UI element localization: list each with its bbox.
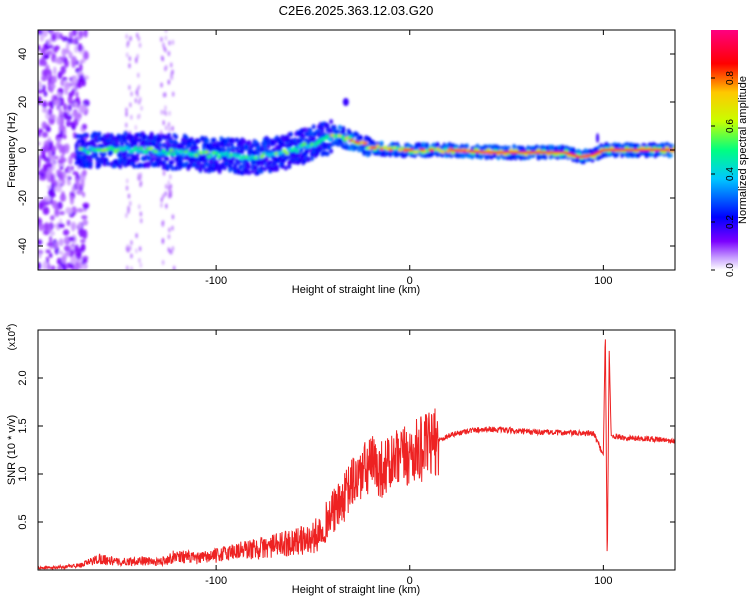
- snr-y-ticks: 0.5 1.0 1.5 2.0: [17, 370, 675, 530]
- snr-y-tick-label: 1.0: [17, 466, 29, 481]
- spectrogram-y-ticks: -40 -20 0 20 40: [17, 48, 675, 254]
- snr-x-tick-label: 100: [594, 575, 612, 587]
- colorbar-tick-label: 0.4: [725, 167, 736, 181]
- colorbar-gradient: [711, 30, 738, 270]
- snr-panel: -100 0 100 0.5 1.0 1.5 2.0 Height of straight…: [6, 324, 676, 596]
- spectrogram-y-tick-label: 40: [17, 48, 29, 60]
- snr-x-tick-label: -100: [205, 575, 227, 587]
- spectrogram-x-tick-label: 100: [594, 275, 612, 287]
- colorbar-tick-label: 0.6: [725, 119, 736, 133]
- snr-series-line: [38, 339, 675, 570]
- spectrogram-x-tick-label: -100: [205, 275, 227, 287]
- scale-base: (x10: [7, 330, 18, 350]
- spectrogram-x-axis-label: Height of straight line (km): [292, 284, 420, 296]
- spectrogram-y-tick-label: -20: [17, 190, 29, 206]
- colorbar-tick-label: 0.8: [725, 71, 736, 85]
- snr-frame: [37, 329, 676, 571]
- colorbar-tick-label: 0.2: [725, 215, 736, 229]
- spectrogram-y-axis-label: Frequency (Hz): [6, 112, 18, 188]
- colorbar: 0.0 0.2 0.4 0.6 0.8 Normalized spectral ampl…: [711, 30, 749, 277]
- spectrogram-x-ticks: -100 0 100: [205, 30, 613, 287]
- chart-title: C2E6.2025.363.12.03.G20: [279, 3, 434, 18]
- snr-y-axis-label: SNR (10 * v/v): [6, 415, 18, 485]
- scale-exponent: 4: [6, 327, 13, 331]
- snr-y-scale-label: (x104): [6, 324, 18, 351]
- spectrogram-panel: -100 0 100 -40 -20 0 20 40 Height of straight …: [6, 29, 676, 296]
- svg-text:(x104): (x104): [6, 324, 18, 351]
- colorbar-ticks: 0.0 0.2 0.4 0.6 0.8: [711, 71, 736, 277]
- snr-x-tick-label: 0: [407, 575, 413, 587]
- spectrogram-x-tick-label: 0: [407, 275, 413, 287]
- snr-y-tick-label: 2.0: [17, 370, 29, 385]
- spectrogram-heatmap: [38, 30, 675, 270]
- snr-y-tick-label: 0.5: [17, 514, 29, 529]
- snr-x-ticks: -100 0 100: [205, 330, 613, 587]
- spectrogram-y-tick-label: 20: [17, 96, 29, 108]
- spectrogram-y-tick-label: -40: [17, 238, 29, 254]
- colorbar-label: Normalized spectral amplitude: [737, 76, 749, 224]
- spectrogram-y-tick-label: 0: [17, 147, 29, 153]
- snr-y-tick-label: 1.5: [17, 418, 29, 433]
- colorbar-tick-label: 0.0: [725, 263, 736, 277]
- snr-x-axis-label: Height of straight line (km): [292, 584, 420, 596]
